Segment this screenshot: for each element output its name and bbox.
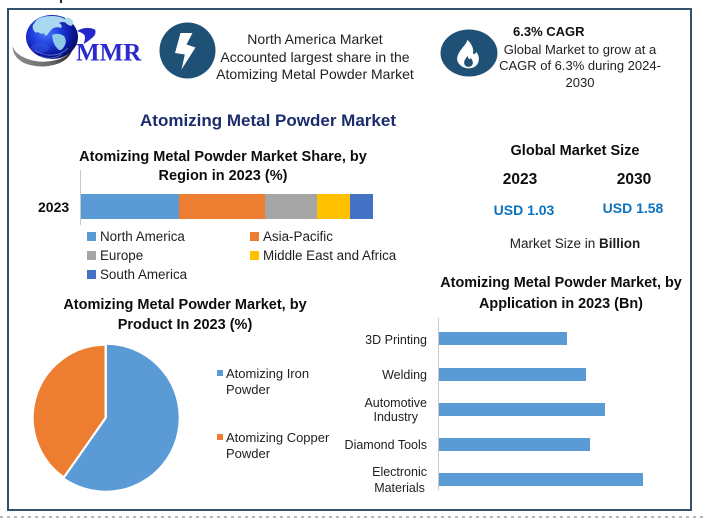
svg-text:MMR: MMR [76,40,142,67]
